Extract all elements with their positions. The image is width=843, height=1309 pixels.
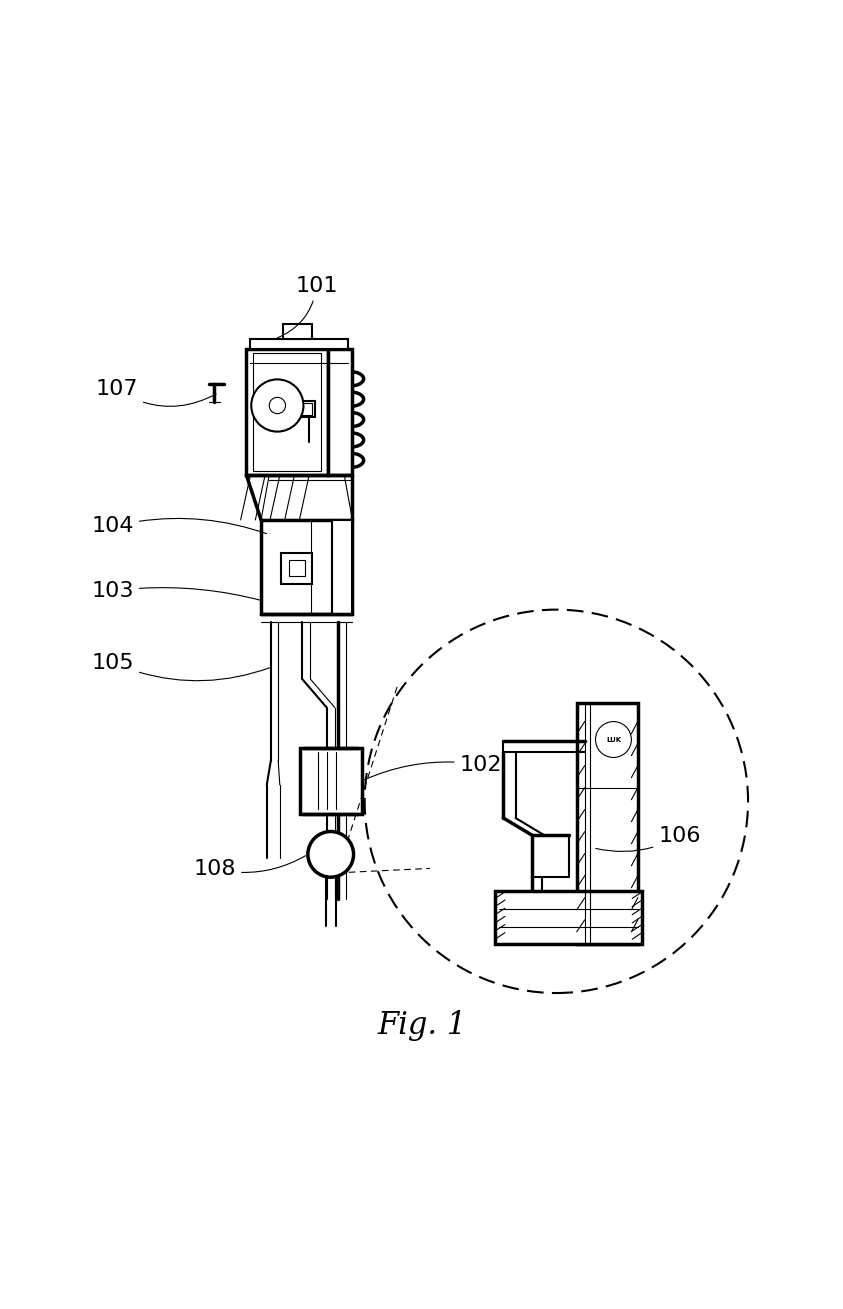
Bar: [246, 348, 328, 475]
Bar: [282, 552, 312, 584]
Text: 106: 106: [595, 826, 701, 852]
Bar: [297, 401, 314, 418]
Text: LUK: LUK: [605, 737, 620, 742]
Bar: [299, 749, 362, 814]
Text: 101: 101: [277, 276, 337, 338]
Text: 104: 104: [91, 517, 266, 537]
Bar: [253, 352, 321, 471]
Bar: [288, 560, 305, 576]
Bar: [328, 348, 352, 475]
Text: Fig. 1: Fig. 1: [377, 1011, 466, 1041]
Text: 103: 103: [91, 581, 262, 601]
Bar: [260, 520, 352, 614]
Text: 105: 105: [91, 653, 270, 681]
Circle shape: [308, 831, 353, 877]
Bar: [300, 403, 311, 415]
Bar: [495, 891, 642, 944]
Text: 107: 107: [95, 380, 216, 406]
Text: 102: 102: [364, 754, 502, 780]
Bar: [332, 520, 352, 614]
Bar: [283, 325, 311, 339]
Circle shape: [269, 398, 285, 414]
Circle shape: [595, 721, 631, 758]
Text: 108: 108: [194, 856, 305, 880]
Circle shape: [251, 380, 303, 432]
Bar: [250, 339, 348, 348]
Bar: [577, 703, 637, 944]
